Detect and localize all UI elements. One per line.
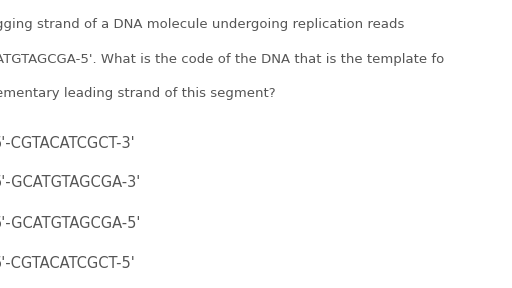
Text: 5'-GCATGTAGCGA-3': 5'-GCATGTAGCGA-3'	[0, 175, 141, 190]
Text: ementary leading strand of this segment?: ementary leading strand of this segment?	[0, 87, 275, 100]
Text: ATGTAGCGA-5'. What is the code of the DNA that is the template fo: ATGTAGCGA-5'. What is the code of the DN…	[0, 52, 444, 66]
Text: 5'-GCATGTAGCGA-5': 5'-GCATGTAGCGA-5'	[0, 216, 141, 231]
Text: 5'-CGTACATCGCT-3': 5'-CGTACATCGCT-3'	[0, 137, 135, 151]
Text: gging strand of a DNA molecule undergoing replication reads: gging strand of a DNA molecule undergoin…	[0, 18, 404, 31]
Text: 5'-CGTACATCGCT-5': 5'-CGTACATCGCT-5'	[0, 256, 135, 271]
